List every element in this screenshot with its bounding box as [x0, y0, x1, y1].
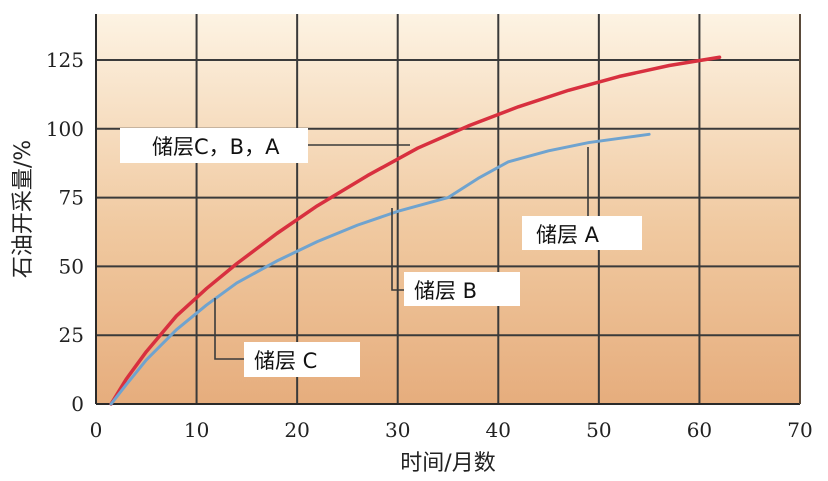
- series-line-reservoir-a: [109, 132, 651, 406]
- annotation-box-2: [404, 272, 520, 306]
- annotation-box-3: [244, 342, 360, 377]
- annotation-label-2: 储层 B: [414, 279, 477, 303]
- series-line-reservoir-cba: [109, 55, 722, 406]
- y-tick-label: 0: [71, 392, 84, 416]
- annotation-box-0: [120, 128, 308, 163]
- annotation-label-0: 储层C，B，A: [152, 135, 280, 159]
- tick-labels: 0 10 20 30 40 50 60 70 0 25 50 75 100 125: [46, 48, 813, 442]
- x-tick-label: 10: [184, 418, 209, 442]
- x-tick-label: 30: [385, 418, 410, 442]
- y-tick-label: 125: [46, 48, 84, 72]
- annotation-label-3: 储层 C: [254, 349, 317, 373]
- x-tick-label: 60: [687, 418, 712, 442]
- annotation-box-1: [522, 216, 642, 250]
- annotations: 储层C，B，A 储层 A 储层 B 储层 C: [120, 128, 642, 377]
- y-tick-label: 25: [59, 323, 84, 347]
- axes: [95, 14, 801, 405]
- x-tick-label: 20: [284, 418, 309, 442]
- y-tick-label: 100: [46, 117, 84, 141]
- series-lines: [109, 55, 722, 406]
- annotation-label-1: 储层 A: [536, 223, 600, 247]
- x-tick-label: 70: [787, 418, 812, 442]
- y-axis-title: 石油开采量/%: [11, 140, 36, 278]
- x-tick-label: 40: [486, 418, 511, 442]
- plot-background: [96, 14, 800, 404]
- x-tick-label: 0: [90, 418, 103, 442]
- x-tick-label: 50: [586, 418, 611, 442]
- y-tick-label: 50: [59, 254, 84, 278]
- annotation-leader-3: [214, 298, 250, 360]
- x-axis-title: 时间/月数: [400, 451, 495, 476]
- y-tick-label: 75: [59, 186, 84, 210]
